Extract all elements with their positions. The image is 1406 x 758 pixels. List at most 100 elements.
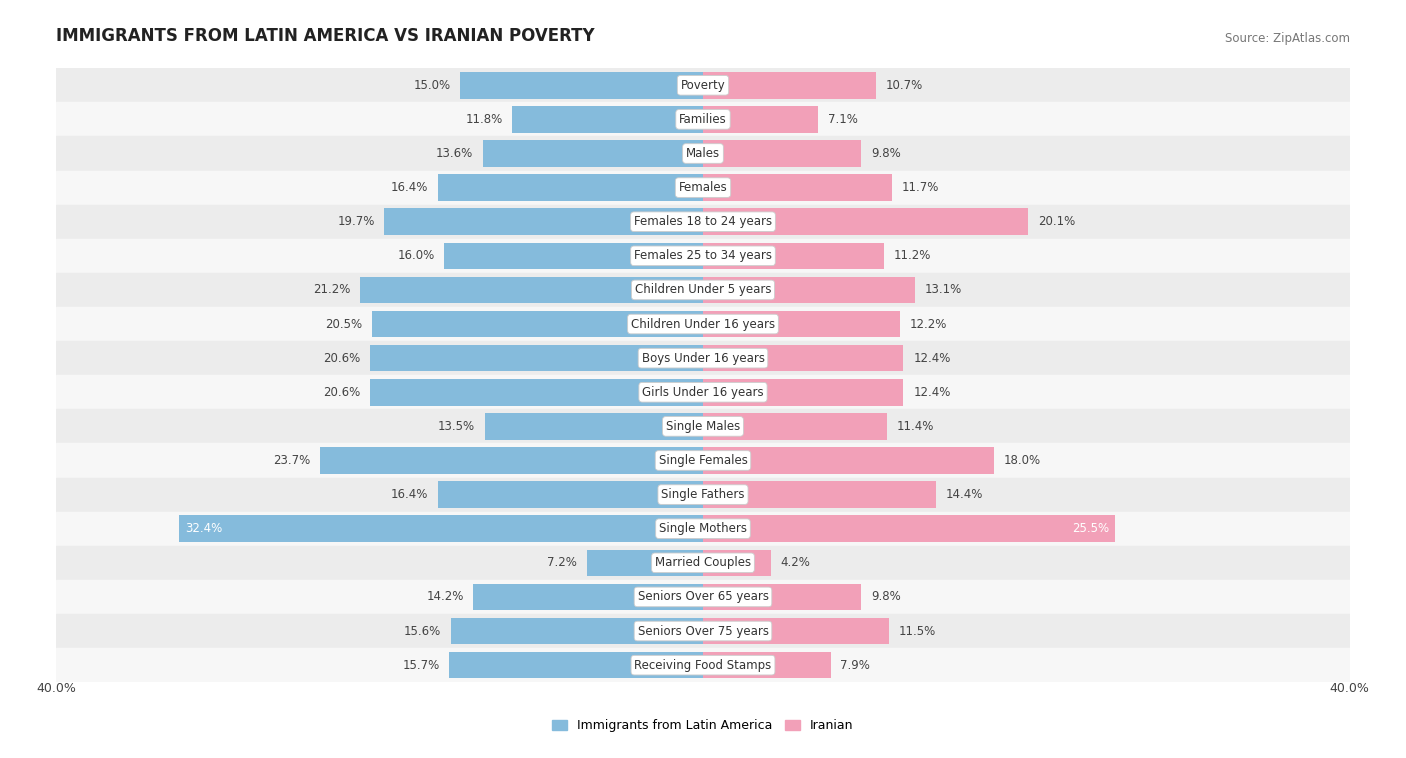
Text: 40.0%: 40.0% (1330, 682, 1369, 695)
Bar (451, 618, 703, 644)
Bar (449, 652, 703, 678)
Bar (703, 277, 915, 303)
Text: 23.7%: 23.7% (273, 454, 311, 467)
Text: 9.8%: 9.8% (872, 147, 901, 160)
Bar (703, 447, 994, 474)
Text: 16.4%: 16.4% (391, 488, 429, 501)
Bar (703, 618, 889, 644)
Text: Receiving Food Stamps: Receiving Food Stamps (634, 659, 772, 672)
Bar (371, 311, 703, 337)
Bar (703, 140, 862, 167)
Text: 20.5%: 20.5% (325, 318, 361, 330)
Bar (703, 72, 876, 99)
Bar (56, 375, 1350, 409)
Text: 20.6%: 20.6% (323, 386, 360, 399)
Text: 16.0%: 16.0% (398, 249, 434, 262)
Text: 16.4%: 16.4% (391, 181, 429, 194)
Text: Children Under 16 years: Children Under 16 years (631, 318, 775, 330)
Bar (56, 648, 1350, 682)
Text: Boys Under 16 years: Boys Under 16 years (641, 352, 765, 365)
Text: Single Males: Single Males (666, 420, 740, 433)
Text: 25.5%: 25.5% (1071, 522, 1109, 535)
Text: 4.2%: 4.2% (780, 556, 810, 569)
Text: 7.9%: 7.9% (841, 659, 870, 672)
Text: 32.4%: 32.4% (186, 522, 222, 535)
Text: Girls Under 16 years: Girls Under 16 years (643, 386, 763, 399)
Bar (703, 550, 770, 576)
Bar (56, 409, 1350, 443)
Text: Females: Females (679, 181, 727, 194)
Bar (56, 546, 1350, 580)
Text: Males: Males (686, 147, 720, 160)
Text: 12.2%: 12.2% (910, 318, 948, 330)
Text: 14.4%: 14.4% (945, 488, 983, 501)
Bar (56, 478, 1350, 512)
Text: 13.6%: 13.6% (436, 147, 474, 160)
Text: 18.0%: 18.0% (1004, 454, 1040, 467)
Text: 20.6%: 20.6% (323, 352, 360, 365)
Text: Married Couples: Married Couples (655, 556, 751, 569)
Text: 11.8%: 11.8% (465, 113, 502, 126)
Text: 9.8%: 9.8% (872, 590, 901, 603)
Text: 11.4%: 11.4% (897, 420, 935, 433)
Bar (703, 379, 904, 406)
Bar (703, 481, 936, 508)
Bar (56, 443, 1350, 478)
Bar (56, 171, 1350, 205)
Text: Females 18 to 24 years: Females 18 to 24 years (634, 215, 772, 228)
Bar (703, 174, 893, 201)
Bar (512, 106, 703, 133)
Text: Children Under 5 years: Children Under 5 years (634, 283, 772, 296)
Text: 21.2%: 21.2% (314, 283, 350, 296)
Bar (461, 72, 703, 99)
Text: 11.2%: 11.2% (894, 249, 931, 262)
Bar (56, 614, 1350, 648)
Bar (179, 515, 703, 542)
Text: 7.2%: 7.2% (547, 556, 576, 569)
Bar (484, 140, 703, 167)
Legend: Immigrants from Latin America, Iranian: Immigrants from Latin America, Iranian (547, 714, 859, 738)
Bar (56, 239, 1350, 273)
Bar (384, 208, 703, 235)
Text: 10.7%: 10.7% (886, 79, 922, 92)
Bar (703, 311, 900, 337)
Bar (56, 205, 1350, 239)
Bar (474, 584, 703, 610)
Text: Seniors Over 65 years: Seniors Over 65 years (637, 590, 769, 603)
Text: Poverty: Poverty (681, 79, 725, 92)
Text: Single Mothers: Single Mothers (659, 522, 747, 535)
Text: 12.4%: 12.4% (914, 352, 950, 365)
Text: 20.1%: 20.1% (1038, 215, 1076, 228)
Bar (370, 345, 703, 371)
Bar (56, 136, 1350, 171)
Text: 7.1%: 7.1% (828, 113, 858, 126)
Text: Seniors Over 75 years: Seniors Over 75 years (637, 625, 769, 637)
Bar (586, 550, 703, 576)
Bar (360, 277, 703, 303)
Text: Source: ZipAtlas.com: Source: ZipAtlas.com (1225, 33, 1350, 45)
Text: 12.4%: 12.4% (914, 386, 950, 399)
Bar (485, 413, 703, 440)
Bar (370, 379, 703, 406)
Text: 14.2%: 14.2% (426, 590, 464, 603)
Text: Single Fathers: Single Fathers (661, 488, 745, 501)
Text: 13.5%: 13.5% (437, 420, 475, 433)
Bar (703, 345, 904, 371)
Text: 19.7%: 19.7% (337, 215, 375, 228)
Text: Families: Families (679, 113, 727, 126)
Text: 15.7%: 15.7% (402, 659, 440, 672)
Text: 11.7%: 11.7% (901, 181, 939, 194)
Bar (56, 102, 1350, 136)
Bar (703, 515, 1115, 542)
Bar (56, 307, 1350, 341)
Bar (703, 208, 1028, 235)
Bar (56, 580, 1350, 614)
Text: Females 25 to 34 years: Females 25 to 34 years (634, 249, 772, 262)
Text: 11.5%: 11.5% (898, 625, 936, 637)
Text: 40.0%: 40.0% (37, 682, 76, 695)
Bar (56, 273, 1350, 307)
Bar (703, 106, 818, 133)
Bar (703, 584, 862, 610)
Bar (319, 447, 703, 474)
Text: 15.0%: 15.0% (413, 79, 451, 92)
